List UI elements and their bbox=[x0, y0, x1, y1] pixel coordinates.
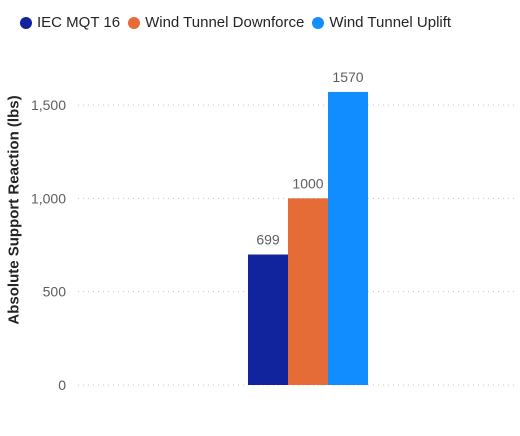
legend-label: Wind Tunnel Downforce bbox=[145, 14, 305, 31]
y-tick-label: 500 bbox=[43, 284, 67, 300]
y-tick-label: 0 bbox=[58, 377, 66, 393]
legend-item-iec-mqt-16[interactable]: IEC MQT 16 bbox=[20, 14, 120, 31]
bar bbox=[328, 91, 368, 385]
legend-label: Wind Tunnel Uplift bbox=[329, 14, 452, 31]
legend-dot-icon bbox=[312, 16, 325, 29]
y-tick-label: 1,500 bbox=[31, 97, 66, 113]
legend-item-wind-tunnel-uplift[interactable]: Wind Tunnel Uplift bbox=[312, 14, 451, 31]
legend-item-wind-tunnel-downforce[interactable]: Wind Tunnel Downforce bbox=[128, 14, 304, 31]
legend-dot-icon bbox=[20, 16, 32, 29]
legend-dot-icon bbox=[128, 16, 141, 29]
data-label: 699 bbox=[256, 232, 280, 248]
legend-label: IEC MQT 16 bbox=[37, 14, 121, 31]
bar bbox=[288, 198, 328, 385]
bar bbox=[248, 254, 288, 385]
data-label: 1000 bbox=[292, 175, 323, 191]
data-label: 1570 bbox=[332, 69, 363, 85]
legend: IEC MQT 16 Wind Tunnel Downforce Wind Tu… bbox=[20, 14, 451, 31]
y-tick-label: 1,000 bbox=[31, 190, 66, 206]
